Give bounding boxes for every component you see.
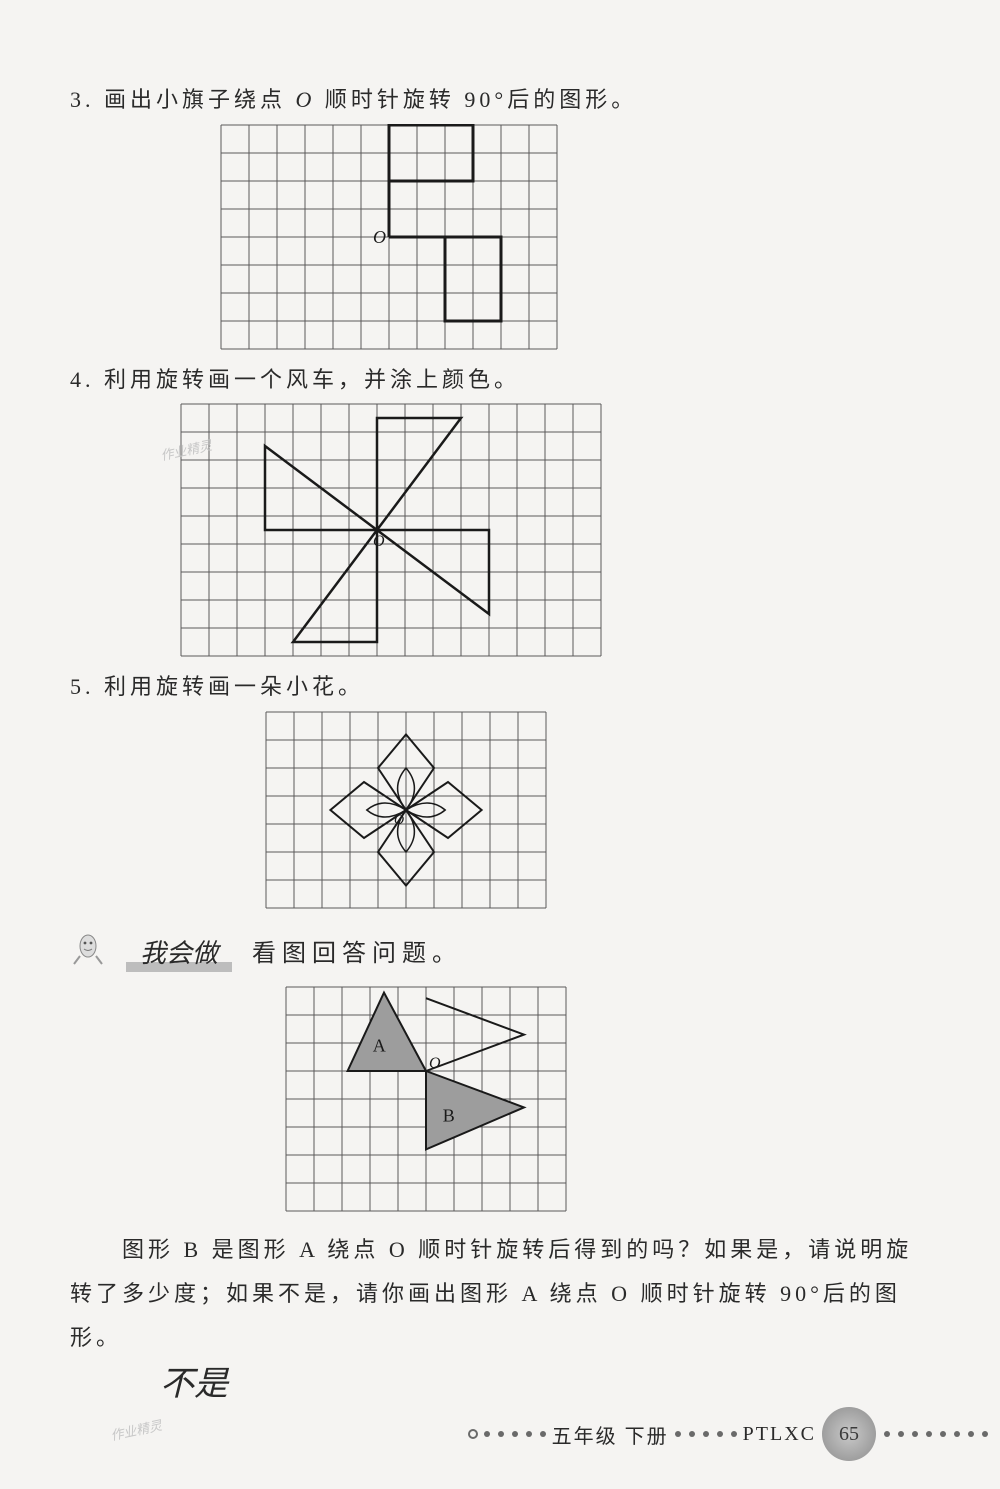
problem-3: 3. 画出小旗子绕点 O 顺时针旋转 90°后的图形。 O — [70, 80, 930, 350]
problem-5: 5. 利用旋转画一朵小花。 O — [70, 667, 930, 909]
problem-5-figure: O — [265, 711, 547, 909]
p5-number: 5. — [70, 674, 95, 699]
problem-4-figure: O — [180, 403, 602, 657]
p3-number: 3. — [70, 87, 95, 112]
footer-code: PTLXC — [743, 1423, 816, 1446]
problem-3-text: 3. 画出小旗子绕点 O 顺时针旋转 90°后的图形。 — [70, 80, 930, 120]
svg-text:O: O — [373, 533, 385, 550]
section-heading: 我会做 看图回答问题。 — [70, 929, 930, 972]
footer-dots-mid — [675, 1431, 737, 1437]
section-label: 我会做 — [140, 939, 218, 968]
page-footer: 五年级 下册 PTLXC 65 — [0, 1407, 1000, 1461]
section-subtitle: 看图回答问题。 — [252, 933, 462, 968]
footer-dots-left — [484, 1431, 546, 1437]
section-body-text: 图形 B 是图形 A 绕点 O 顺时针旋转后得到的吗？如果是，请说明旋转了多少度… — [70, 1228, 930, 1360]
problem-5-text: 5. 利用旋转画一朵小花。 — [70, 667, 930, 707]
footer-dots-right — [884, 1431, 988, 1437]
svg-text:O: O — [394, 813, 404, 828]
handwritten-answer: 不是 — [160, 1356, 930, 1405]
problem-4-text: 4. 利用旋转画一个风车，并涂上颜色。 — [70, 360, 930, 400]
problem-3-figure: O — [220, 124, 558, 350]
p4-number: 4. — [70, 367, 95, 392]
footer-grade: 五年级 下册 — [552, 1420, 669, 1449]
page-number-badge: 65 — [822, 1407, 876, 1461]
svg-text:A: A — [373, 1035, 386, 1055]
p3-point-O: O — [296, 87, 316, 112]
svg-text:B: B — [443, 1105, 455, 1125]
footer-ring-icon — [468, 1429, 478, 1439]
mascot-icon — [70, 932, 106, 968]
svg-text:O: O — [373, 227, 386, 247]
section-figure: O A B — [285, 986, 567, 1212]
svg-text:O: O — [429, 1055, 441, 1072]
problem-4: 4. 利用旋转画一个风车，并涂上颜色。 O — [70, 360, 930, 658]
